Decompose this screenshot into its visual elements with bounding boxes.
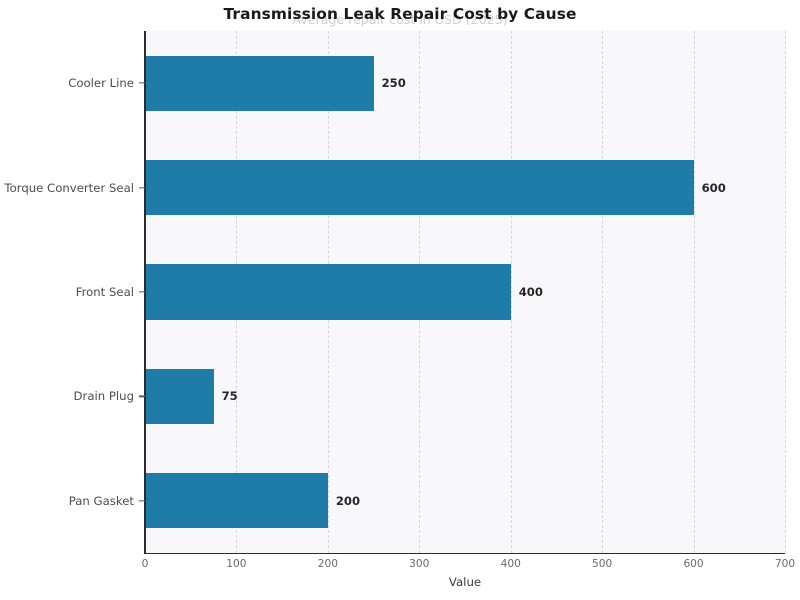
chart-subtitle: Average repair cost in USD (2025) <box>292 12 508 27</box>
y-axis-tick-label: Drain Plug <box>73 389 134 404</box>
title-block: Average repair cost in USD (2025) Transm… <box>0 0 800 34</box>
bar-value-label: 400 <box>518 285 543 299</box>
bar-value-label: 250 <box>381 76 406 91</box>
gridline <box>510 31 512 553</box>
y-axis-tick-mark <box>139 500 145 502</box>
gridline <box>693 31 695 553</box>
x-axis-tick-label: 0 <box>141 558 149 570</box>
gridline <box>785 31 786 553</box>
x-axis-tick-label: 300 <box>409 558 430 570</box>
bar[interactable] <box>145 264 511 320</box>
x-axis-tick-label: 500 <box>592 558 613 570</box>
bar[interactable] <box>145 368 214 425</box>
bar-value-label: 75 <box>221 389 238 404</box>
y-axis-tick-label: Cooler Line <box>68 76 134 91</box>
plot-area: 200 75 400 600 250 <box>145 31 786 553</box>
chart-title: Transmission Leak Repair Cost by Cause <box>223 5 577 23</box>
y-axis-tick-label: Front Seal <box>75 285 134 299</box>
x-axis-tick-label: 700 <box>774 558 796 570</box>
x-axis-spine <box>145 552 785 555</box>
y-axis-tick-mark <box>139 395 145 398</box>
x-axis-tick-label: 400 <box>500 558 521 570</box>
bar-value-label: 600 <box>701 180 726 195</box>
bar[interactable] <box>145 159 694 216</box>
x-axis-tick-label: 200 <box>317 558 338 570</box>
gridline <box>602 31 604 553</box>
bar[interactable] <box>145 55 374 111</box>
y-axis-tick-mark <box>139 291 145 293</box>
y-axis-tick-label: Torque Converter Seal <box>4 180 134 195</box>
y-axis-tick-mark <box>139 186 145 189</box>
y-axis-tick-mark <box>139 82 145 84</box>
x-axis-tick-label: 100 <box>226 558 247 570</box>
y-axis-tick-label: Pan Gasket <box>68 493 134 508</box>
bar[interactable] <box>145 473 328 529</box>
x-axis-title: Value <box>448 575 482 589</box>
bar-value-label: 200 <box>335 493 361 508</box>
x-axis-tick-label: 600 <box>683 558 704 570</box>
